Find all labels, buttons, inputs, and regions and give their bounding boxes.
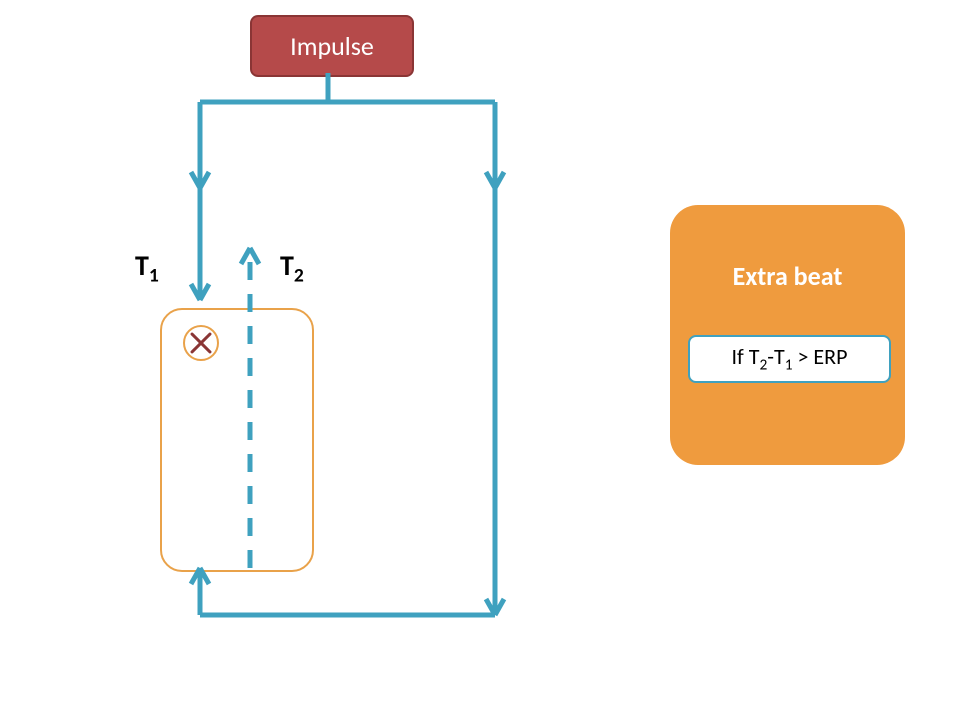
impulse-label: Impulse [290, 30, 374, 62]
block-x-icon [183, 325, 219, 361]
diagram-canvas: Impulse T1 T2 Extra beat If T2-T1 > ERP [0, 0, 960, 720]
impulse-node: Impulse [250, 15, 414, 77]
x-icon [185, 327, 217, 359]
t2-label: T2 [280, 248, 304, 288]
extra-beat-title: Extra beat [670, 260, 905, 292]
condition-box: If T2-T1 > ERP [688, 335, 891, 383]
extra-beat-card: Extra beat If T2-T1 > ERP [670, 205, 905, 465]
t1-label: T1 [135, 248, 159, 288]
condition-text: If T2-T1 > ERP [731, 343, 847, 374]
